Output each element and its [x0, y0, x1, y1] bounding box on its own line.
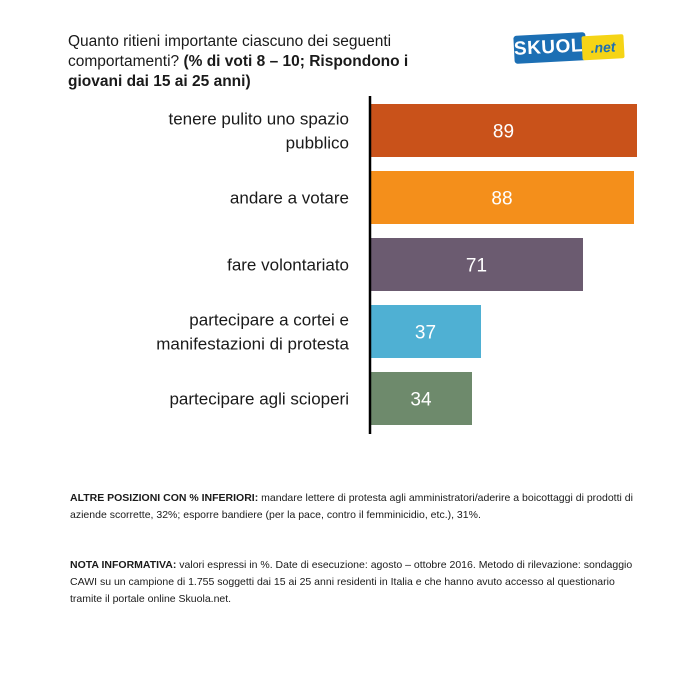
data-label-3: 37	[415, 323, 436, 344]
note-informativa-text: valori espressi in %. Date di esecuzione…	[70, 559, 633, 605]
category-label-4: partecipare agli scioperi	[169, 390, 349, 409]
chart-title-plain: Quanto ritieni importante ciascuno dei s…	[68, 33, 392, 70]
bar-3	[370, 305, 481, 358]
data-label-0: 89	[493, 122, 514, 143]
bar-0	[370, 104, 637, 157]
note-informativa: NOTA INFORMATIVA: valori espressi in %. …	[70, 557, 648, 608]
category-label-1: andare a votare	[230, 189, 349, 208]
note-informativa-label: NOTA INFORMATIVA:	[70, 559, 177, 571]
data-label-4: 34	[410, 390, 432, 411]
note-altre-text: mandare lettere di protesta agli amminis…	[70, 492, 633, 521]
category-label-3: partecipare a cortei e manifestazioni di …	[156, 311, 349, 354]
bar-1	[370, 171, 634, 224]
bar-4	[370, 372, 472, 425]
chart-title-bold: (% di voti 8 – 10; Rispondono i giovani …	[68, 53, 409, 90]
note-altre-label: ALTRE POSIZIONI CON % INFERIORI:	[70, 492, 259, 504]
bar-2	[370, 238, 583, 291]
category-label-0: tenere pulito uno spazio pubblico	[168, 110, 349, 153]
data-label-1: 88	[491, 189, 512, 210]
category-label-2: fare volontariato	[227, 256, 349, 275]
bar-chart: 89 tenere pulito uno spazio pubblico 88 anda…	[156, 96, 637, 434]
chart-title: Quanto ritieni importante ciascuno dei s…	[68, 32, 448, 92]
note-altre-posizioni: ALTRE POSIZIONI CON % INFERIORI: mandare…	[70, 490, 648, 524]
data-label-2: 71	[466, 256, 487, 277]
